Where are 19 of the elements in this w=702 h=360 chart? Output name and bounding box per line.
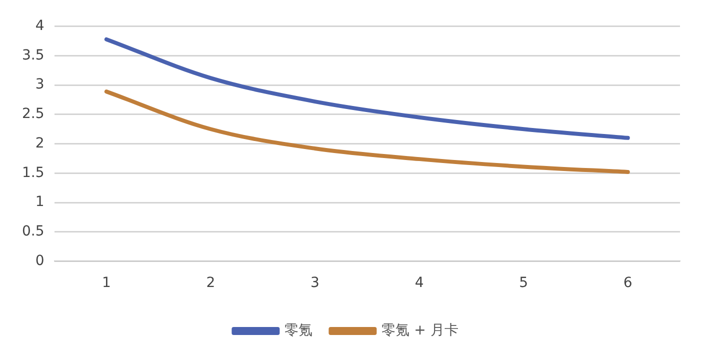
y-tick-label: 0.5 — [22, 223, 44, 240]
x-tick-label: 6 — [623, 275, 632, 292]
y-tick-label: 0 — [35, 252, 44, 269]
legend-label: 零氪 + 月卡 — [382, 322, 458, 339]
x-tick-label: 3 — [310, 275, 320, 292]
line-series — [104, 37, 630, 140]
y-tick-label: 3 — [35, 76, 44, 93]
x-tick-label: 2 — [206, 275, 216, 292]
y-tick-label: 3.5 — [22, 47, 44, 64]
x-tick-label: 4 — [414, 275, 424, 292]
y-tick-label: 1 — [35, 194, 44, 210]
y-tick-label: 4 — [35, 18, 44, 34]
legend-label: 零氪 — [284, 322, 313, 339]
x-tick-label: 1 — [102, 275, 111, 292]
line-series — [104, 90, 630, 174]
y-tick-label: 2.5 — [22, 106, 44, 122]
x-tick-label: 5 — [519, 275, 528, 292]
y-tick-label: 1.5 — [22, 164, 44, 181]
y-tick-label: 2 — [35, 135, 44, 152]
